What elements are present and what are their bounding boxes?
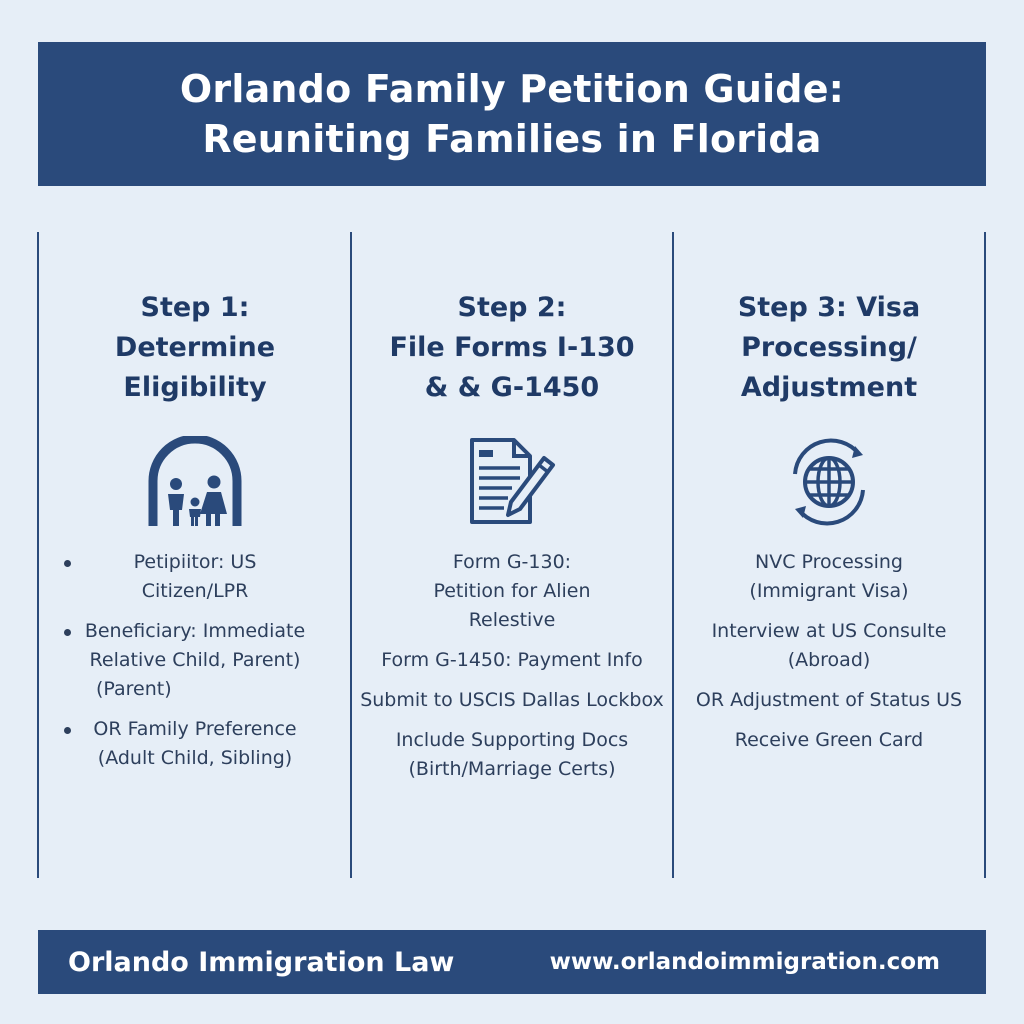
column-divider	[37, 232, 39, 878]
item-text: NVC Processing	[755, 551, 903, 573]
list-item: Submit to USCIS Dallas Lockbox	[352, 686, 672, 715]
family-arch-icon	[148, 436, 242, 526]
item-text: (Immigrant Visa)	[749, 580, 909, 602]
item-text: (Parent)	[96, 678, 172, 700]
list-item: NVC Processing (Immigrant Visa)	[674, 548, 984, 606]
item-text: Citizen/LPR	[141, 580, 249, 602]
footer-brand: Orlando Immigration Law	[68, 946, 455, 978]
item-text: Form G-130:	[452, 551, 572, 573]
bullet-icon	[64, 629, 71, 636]
bullet-icon	[64, 560, 71, 567]
item-text: Beneficiary: Immediate	[84, 620, 306, 642]
step-2-title-line: Step 2:	[457, 292, 567, 323]
step-2-title-line: File Forms I-130	[389, 332, 635, 363]
step-3-title: Step 3: Visa Processing/ Adjustment	[738, 288, 920, 408]
step-2-column: Step 2: File Forms I-130 & & G-1450 Form…	[352, 288, 672, 878]
list-item: Form G-130: Petition for Alien Relestive	[352, 548, 672, 635]
item-text: Form G-1450: Payment Info	[381, 649, 643, 671]
item-text: Relestive	[468, 609, 556, 631]
step-1-column: Step 1: Determine Eligibility Petipiitor…	[40, 288, 350, 878]
title-banner: Orlando Family Petition Guide: Reuniting…	[38, 42, 986, 186]
item-text: (Abroad)	[787, 649, 871, 671]
page-title-line-2: Reuniting Families in Florida	[202, 117, 822, 161]
globe-cycle-icon	[793, 438, 865, 526]
list-item: Interview at US Consulte (Abroad)	[674, 617, 984, 675]
bullet-icon	[64, 727, 71, 734]
list-item: Petipiitor: US Citizen/LPR	[40, 548, 350, 606]
step-3-title-line: Adjustment	[740, 372, 918, 403]
step-1-title: Step 1: Determine Eligibility	[115, 288, 275, 408]
step-1-title-line: Determine	[114, 332, 276, 363]
item-text: Petition for Alien	[433, 580, 591, 602]
item-text: (Adult Child, Sibling)	[97, 747, 293, 769]
column-divider	[672, 232, 674, 878]
document-pen-icon	[470, 438, 555, 524]
item-text: OR Adjustment of Status US	[695, 689, 963, 711]
page-title-line-1: Orlando Family Petition Guide:	[179, 67, 845, 111]
list-item: Form G-1450: Payment Info	[352, 646, 672, 675]
item-text: Relative Child, Parent)	[89, 649, 301, 671]
step-3-column: Step 3: Visa Processing/ Adjustment NVC …	[674, 288, 984, 878]
footer-banner: Orlando Immigration Law www.orlandoimmig…	[38, 930, 986, 994]
step-1-title-line: Step 1:	[140, 292, 250, 323]
step-2-title-line: & & G-1450	[424, 372, 600, 403]
column-divider	[984, 232, 986, 878]
step-3-title-line: Step 3: Visa	[737, 292, 921, 323]
step-3-title-line: Processing/	[741, 332, 917, 363]
item-text: (Birth/Marriage Certs)	[408, 758, 616, 780]
item-text: Submit to USCIS Dallas Lockbox	[360, 689, 664, 711]
item-text: Include Supporting Docs	[395, 729, 629, 751]
step-1-title-line: Eligibility	[123, 372, 267, 403]
step-2-title: Step 2: File Forms I-130 & & G-1450	[389, 288, 634, 408]
item-text: Petipiitor: US	[133, 551, 257, 573]
list-item: Beneficiary: Immediate Relative Child, P…	[40, 617, 350, 704]
list-item: OR Family Preference (Adult Child, Sibli…	[40, 715, 350, 773]
column-divider	[350, 232, 352, 878]
item-text: OR Family Preference	[93, 718, 297, 740]
list-item: Include Supporting Docs (Birth/Marriage …	[352, 726, 672, 784]
footer-url[interactable]: www.orlandoimmigration.com	[549, 949, 940, 975]
list-item: Receive Green Card	[674, 726, 984, 755]
list-item: OR Adjustment of Status US	[674, 686, 984, 715]
item-text: Receive Green Card	[734, 729, 924, 751]
item-text: Interview at US Consulte	[711, 620, 947, 642]
